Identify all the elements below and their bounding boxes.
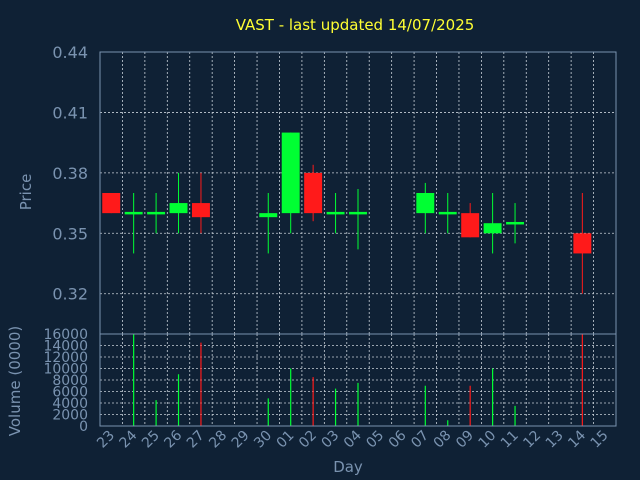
- x-tick-label: 07: [408, 428, 432, 452]
- x-tick-label: 26: [161, 427, 185, 451]
- x-tick-label: 30: [251, 428, 275, 452]
- x-tick-label: 27: [184, 428, 208, 452]
- x-tick-label: 04: [341, 427, 365, 451]
- candle-body: [102, 193, 121, 214]
- price-y-ticks: 0.44 0.41 0.38 0.35 0.32: [52, 43, 88, 304]
- x-tick-label: 12: [520, 428, 544, 452]
- x-tick-label: 06: [386, 427, 410, 451]
- candle-body: [438, 211, 457, 215]
- volume-y-tick-label: 10000: [43, 362, 88, 378]
- candle-body: [326, 211, 345, 215]
- chart-title: VAST - last updated 14/07/2025: [236, 16, 475, 34]
- price-y-tick-label: 0.38: [52, 164, 88, 183]
- price-axis-label: Price: [17, 174, 35, 211]
- price-grid: [100, 51, 616, 334]
- x-tick-label: 09: [453, 428, 477, 452]
- candlesticks: [102, 132, 592, 294]
- volume-axis-label: Volume (0000): [6, 326, 24, 436]
- volume-y-tick-label: 12000: [43, 350, 88, 366]
- price-y-tick-label: 0.44: [52, 43, 88, 62]
- x-tick-labels: 2324252627282930010203040506070809101112…: [94, 427, 611, 451]
- x-tick-label: 08: [431, 428, 455, 452]
- x-tick-label: 02: [296, 428, 320, 452]
- x-tick-label: 28: [206, 428, 230, 452]
- candle-body: [304, 172, 323, 214]
- x-tick-label: 29: [229, 428, 253, 452]
- volume-y-tick-label: 16000: [43, 327, 88, 343]
- volume-y-tick-label: 2000: [52, 408, 88, 424]
- x-tick-label: 10: [476, 428, 500, 452]
- x-tick-label: 23: [94, 428, 118, 452]
- x-tick-label: 14: [565, 427, 589, 451]
- candle-body: [147, 211, 166, 215]
- volume-plot-frame: [99, 333, 617, 427]
- candle-body: [191, 203, 210, 218]
- candle-body: [416, 193, 435, 214]
- x-tick-label: 05: [363, 428, 387, 452]
- volume-y-tick-label: 14000: [43, 339, 88, 355]
- volume-y-tick-label: 0: [79, 419, 88, 435]
- candle-body: [349, 211, 367, 215]
- x-tick-label: 13: [543, 428, 567, 452]
- x-tick-label: 03: [318, 428, 342, 452]
- candle-body: [483, 223, 502, 234]
- volume-y-tick-label: 8000: [52, 373, 88, 389]
- x-tick-label: 11: [498, 428, 522, 452]
- volume-y-tick-label: 4000: [52, 396, 88, 412]
- x-tick-label: 25: [139, 428, 163, 452]
- candle-body: [124, 211, 143, 215]
- candle-body: [281, 132, 300, 214]
- candle-body: [169, 203, 188, 214]
- price-y-tick-label: 0.32: [52, 285, 88, 304]
- price-y-tick-label: 0.41: [52, 103, 88, 122]
- candle-body: [573, 233, 592, 254]
- x-axis-label: Day: [333, 458, 363, 476]
- candle-body: [259, 213, 278, 218]
- price-y-tick-label: 0.35: [52, 224, 88, 243]
- x-tick-label: 01: [274, 428, 298, 452]
- x-tick-label: 15: [588, 428, 612, 452]
- x-tick-label: 24: [117, 427, 141, 451]
- candle-body: [461, 213, 480, 238]
- volume-bars: [133, 334, 583, 426]
- volume-y-tick-label: 6000: [52, 385, 88, 401]
- candle-body: [506, 221, 525, 225]
